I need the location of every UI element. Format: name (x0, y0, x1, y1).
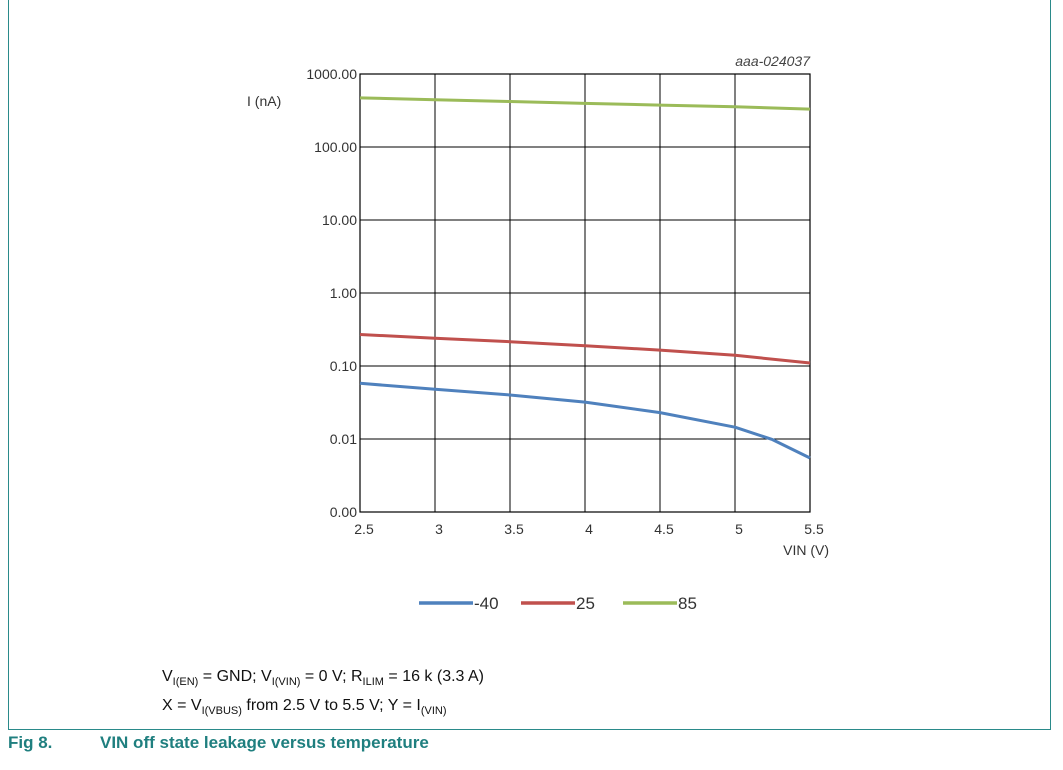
series-line-85 (359, 96, 811, 111)
x-axis-label: VIN (V) (783, 542, 829, 558)
series-line--40 (359, 381, 811, 460)
legend-label-85: 85 (678, 594, 697, 613)
x-tick-label: 4.5 (654, 521, 674, 537)
x-tick-label: 2.5 (354, 521, 374, 537)
y-tick-label: 10.00 (322, 212, 357, 228)
y-tick-label: 0.01 (330, 431, 357, 447)
x-tick-label: 5.5 (804, 521, 824, 537)
figure-id-label: aaa-024037 (735, 53, 811, 69)
y-tick-label: 100.00 (314, 139, 357, 155)
figure-caption: Fig 8. VIN off state leakage versus tempe… (8, 733, 429, 753)
y-tick-label: 0.00 (330, 504, 357, 520)
x-tick-label: 3.5 (504, 521, 524, 537)
figure-frame (8, 0, 1051, 730)
condition-note-2: X = VI(VBUS) from 2.5 V to 5.5 V; Y = I(… (162, 697, 447, 718)
x-tick-label: 3 (435, 521, 443, 537)
figure-title: VIN off state leakage versus temperature (100, 733, 429, 752)
x-tick-label: 4 (585, 521, 593, 537)
x-tick-label: 5 (735, 521, 743, 537)
series-line-25 (359, 333, 811, 365)
y-axis-label: I (nA) (247, 93, 281, 109)
y-tick-label: 1000.00 (306, 66, 357, 82)
condition-note-1: VI(EN) = GND; VI(VIN) = 0 V; RILIM = 16 … (162, 668, 485, 689)
legend-label--40: -40 (474, 594, 499, 613)
y-tick-label: 1.00 (330, 285, 357, 301)
leakage-chart: 2.5 3 3.5 4 4.5 5 5.5 0.00 0.01 0.10 1.00 10.00 100.… (247, 53, 829, 613)
legend-label-25: 25 (576, 594, 595, 613)
figure-number: Fig 8. (8, 733, 53, 752)
y-tick-label: 0.10 (330, 358, 357, 374)
